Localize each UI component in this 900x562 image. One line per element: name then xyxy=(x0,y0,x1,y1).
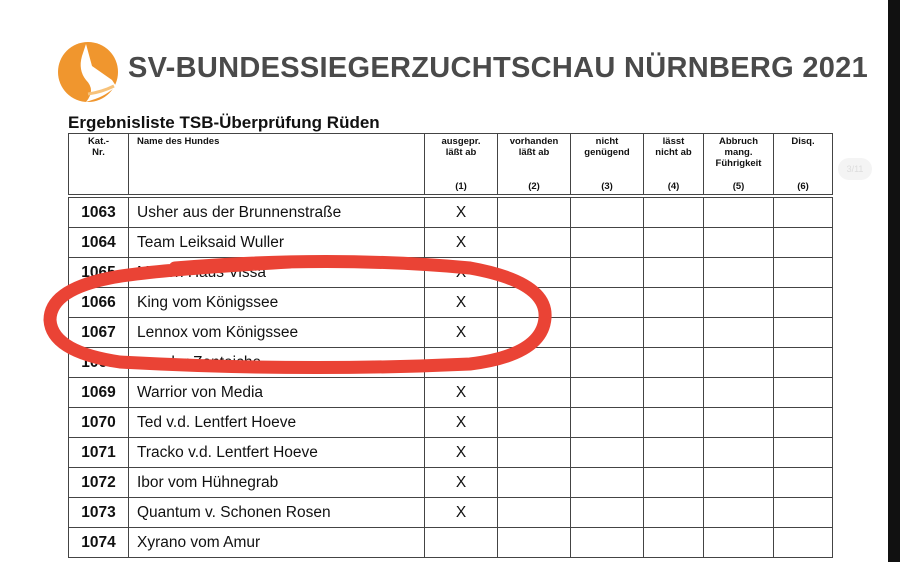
result-cell-5 xyxy=(703,527,774,558)
result-cell-3 xyxy=(570,527,644,558)
column-number: (3) xyxy=(601,181,613,192)
result-cell-6 xyxy=(773,467,833,498)
column-number: (4) xyxy=(667,181,680,192)
result-cell-3 xyxy=(570,437,644,468)
dog-name-cell: Ibor vom Hühnegrab xyxy=(128,467,425,498)
column-number: (1) xyxy=(455,181,467,192)
column-header: Kat.- Nr. xyxy=(68,133,129,198)
result-cell-1: X xyxy=(424,377,498,408)
column-header: Disq. (6) xyxy=(773,133,833,198)
result-cell-6 xyxy=(773,437,833,468)
dog-name-cell: Usher aus der Brunnenstraße xyxy=(128,195,425,228)
result-cell-2 xyxy=(497,527,571,558)
result-cell-6 xyxy=(773,407,833,438)
result-cell-5 xyxy=(703,467,774,498)
result-cell-5 xyxy=(703,347,774,378)
sv-logo-icon xyxy=(58,42,118,102)
kat-nr-cell: 1073 xyxy=(68,497,129,528)
result-cell-6 xyxy=(773,257,833,288)
column-label: nicht genügend xyxy=(584,136,630,158)
table-row: 1073 Quantum v. Schonen Rosen X xyxy=(68,497,833,528)
page-title: SV-BUNDESSIEGERZUCHTSCHAU NÜRNBERG 2021 xyxy=(128,52,869,84)
result-cell-3 xyxy=(570,227,644,258)
column-label: vorhanden läßt ab xyxy=(509,136,559,158)
column-header: nicht genügend (3) xyxy=(570,133,644,198)
column-label: lässt nicht ab xyxy=(655,136,692,158)
kat-nr-cell: 1074 xyxy=(68,527,129,558)
result-cell-3 xyxy=(570,347,644,378)
column-label: Disq. xyxy=(791,136,815,147)
result-cell-1: X xyxy=(424,227,498,258)
result-cell-4 xyxy=(643,195,704,228)
column-label: Kat.- Nr. xyxy=(87,136,110,158)
kat-nr-cell: 1064 xyxy=(68,227,129,258)
table-header: Kat.- Nr. Name des Hundes ausgepr. läßt ab… xyxy=(68,133,833,198)
screen-edge xyxy=(888,0,900,562)
column-number: (2) xyxy=(528,181,540,192)
kat-nr-cell: 1063 xyxy=(68,195,129,228)
result-cell-4 xyxy=(643,527,704,558)
column-label: Abbruch mang. Führigkeit xyxy=(715,136,762,169)
result-cell-3 xyxy=(570,497,644,528)
table-row: 1074 Xyrano vom Amur xyxy=(68,527,833,558)
result-cell-1: X xyxy=(424,195,498,228)
result-cell-1: X xyxy=(424,497,498,528)
dog-name-cell: King vom Königssee xyxy=(128,287,425,318)
result-cell-3 xyxy=(570,407,644,438)
result-cell-1 xyxy=(424,527,498,558)
result-cell-6 xyxy=(773,377,833,408)
column-label: ausgepr. läßt ab xyxy=(441,136,481,158)
result-cell-5 xyxy=(703,287,774,318)
result-cell-2 xyxy=(497,227,571,258)
table-row: 1066 King vom Königssee X xyxy=(68,287,833,318)
result-cell-6 xyxy=(773,497,833,528)
table-row: 1063 Usher aus der Brunnenstraße X xyxy=(68,195,833,228)
result-cell-4 xyxy=(643,257,704,288)
column-label: Name des Hundes xyxy=(137,136,220,147)
column-header: ausgepr. läßt ab (1) xyxy=(424,133,498,198)
result-cell-5 xyxy=(703,377,774,408)
column-number: (5) xyxy=(732,181,745,192)
dog-name-cell: Team Leiksaid Wuller xyxy=(128,227,425,258)
list-subtitle: Ergebnisliste TSB-Überprüfung Rüden xyxy=(68,113,380,132)
column-header: Name des Hundes xyxy=(128,133,425,198)
result-cell-3 xyxy=(570,317,644,348)
result-cell-6 xyxy=(773,227,833,258)
result-cell-6 xyxy=(773,527,833,558)
result-cell-5 xyxy=(703,437,774,468)
page-indicator: 3/11 xyxy=(838,158,872,180)
column-header: vorhanden läßt ab (2) xyxy=(497,133,571,198)
result-cell-4 xyxy=(643,407,704,438)
kat-nr-cell: 1069 xyxy=(68,377,129,408)
table-row: 1071 Tracko v.d. Lentfert Hoeve X xyxy=(68,437,833,468)
result-cell-6 xyxy=(773,317,833,348)
column-header: Abbruch mang. Führigkeit (5) xyxy=(703,133,774,198)
dog-name-cell: Xyrano vom Amur xyxy=(128,527,425,558)
result-cell-6 xyxy=(773,195,833,228)
result-cell-3 xyxy=(570,195,644,228)
kat-nr-cell: 1067 xyxy=(68,317,129,348)
table-row: 1070 Ted v.d. Lentfert Hoeve X xyxy=(68,407,833,438)
result-cell-3 xyxy=(570,377,644,408)
kat-nr-cell: 1070 xyxy=(68,407,129,438)
result-cell-2 xyxy=(497,407,571,438)
column-number: (6) xyxy=(797,181,809,192)
result-cell-5 xyxy=(703,317,774,348)
result-cell-5 xyxy=(703,497,774,528)
dog-name-cell: Tracko v.d. Lentfert Hoeve xyxy=(128,437,425,468)
result-cell-5 xyxy=(703,195,774,228)
dog-name-cell: Ted v.d. Lentfert Hoeve xyxy=(128,407,425,438)
